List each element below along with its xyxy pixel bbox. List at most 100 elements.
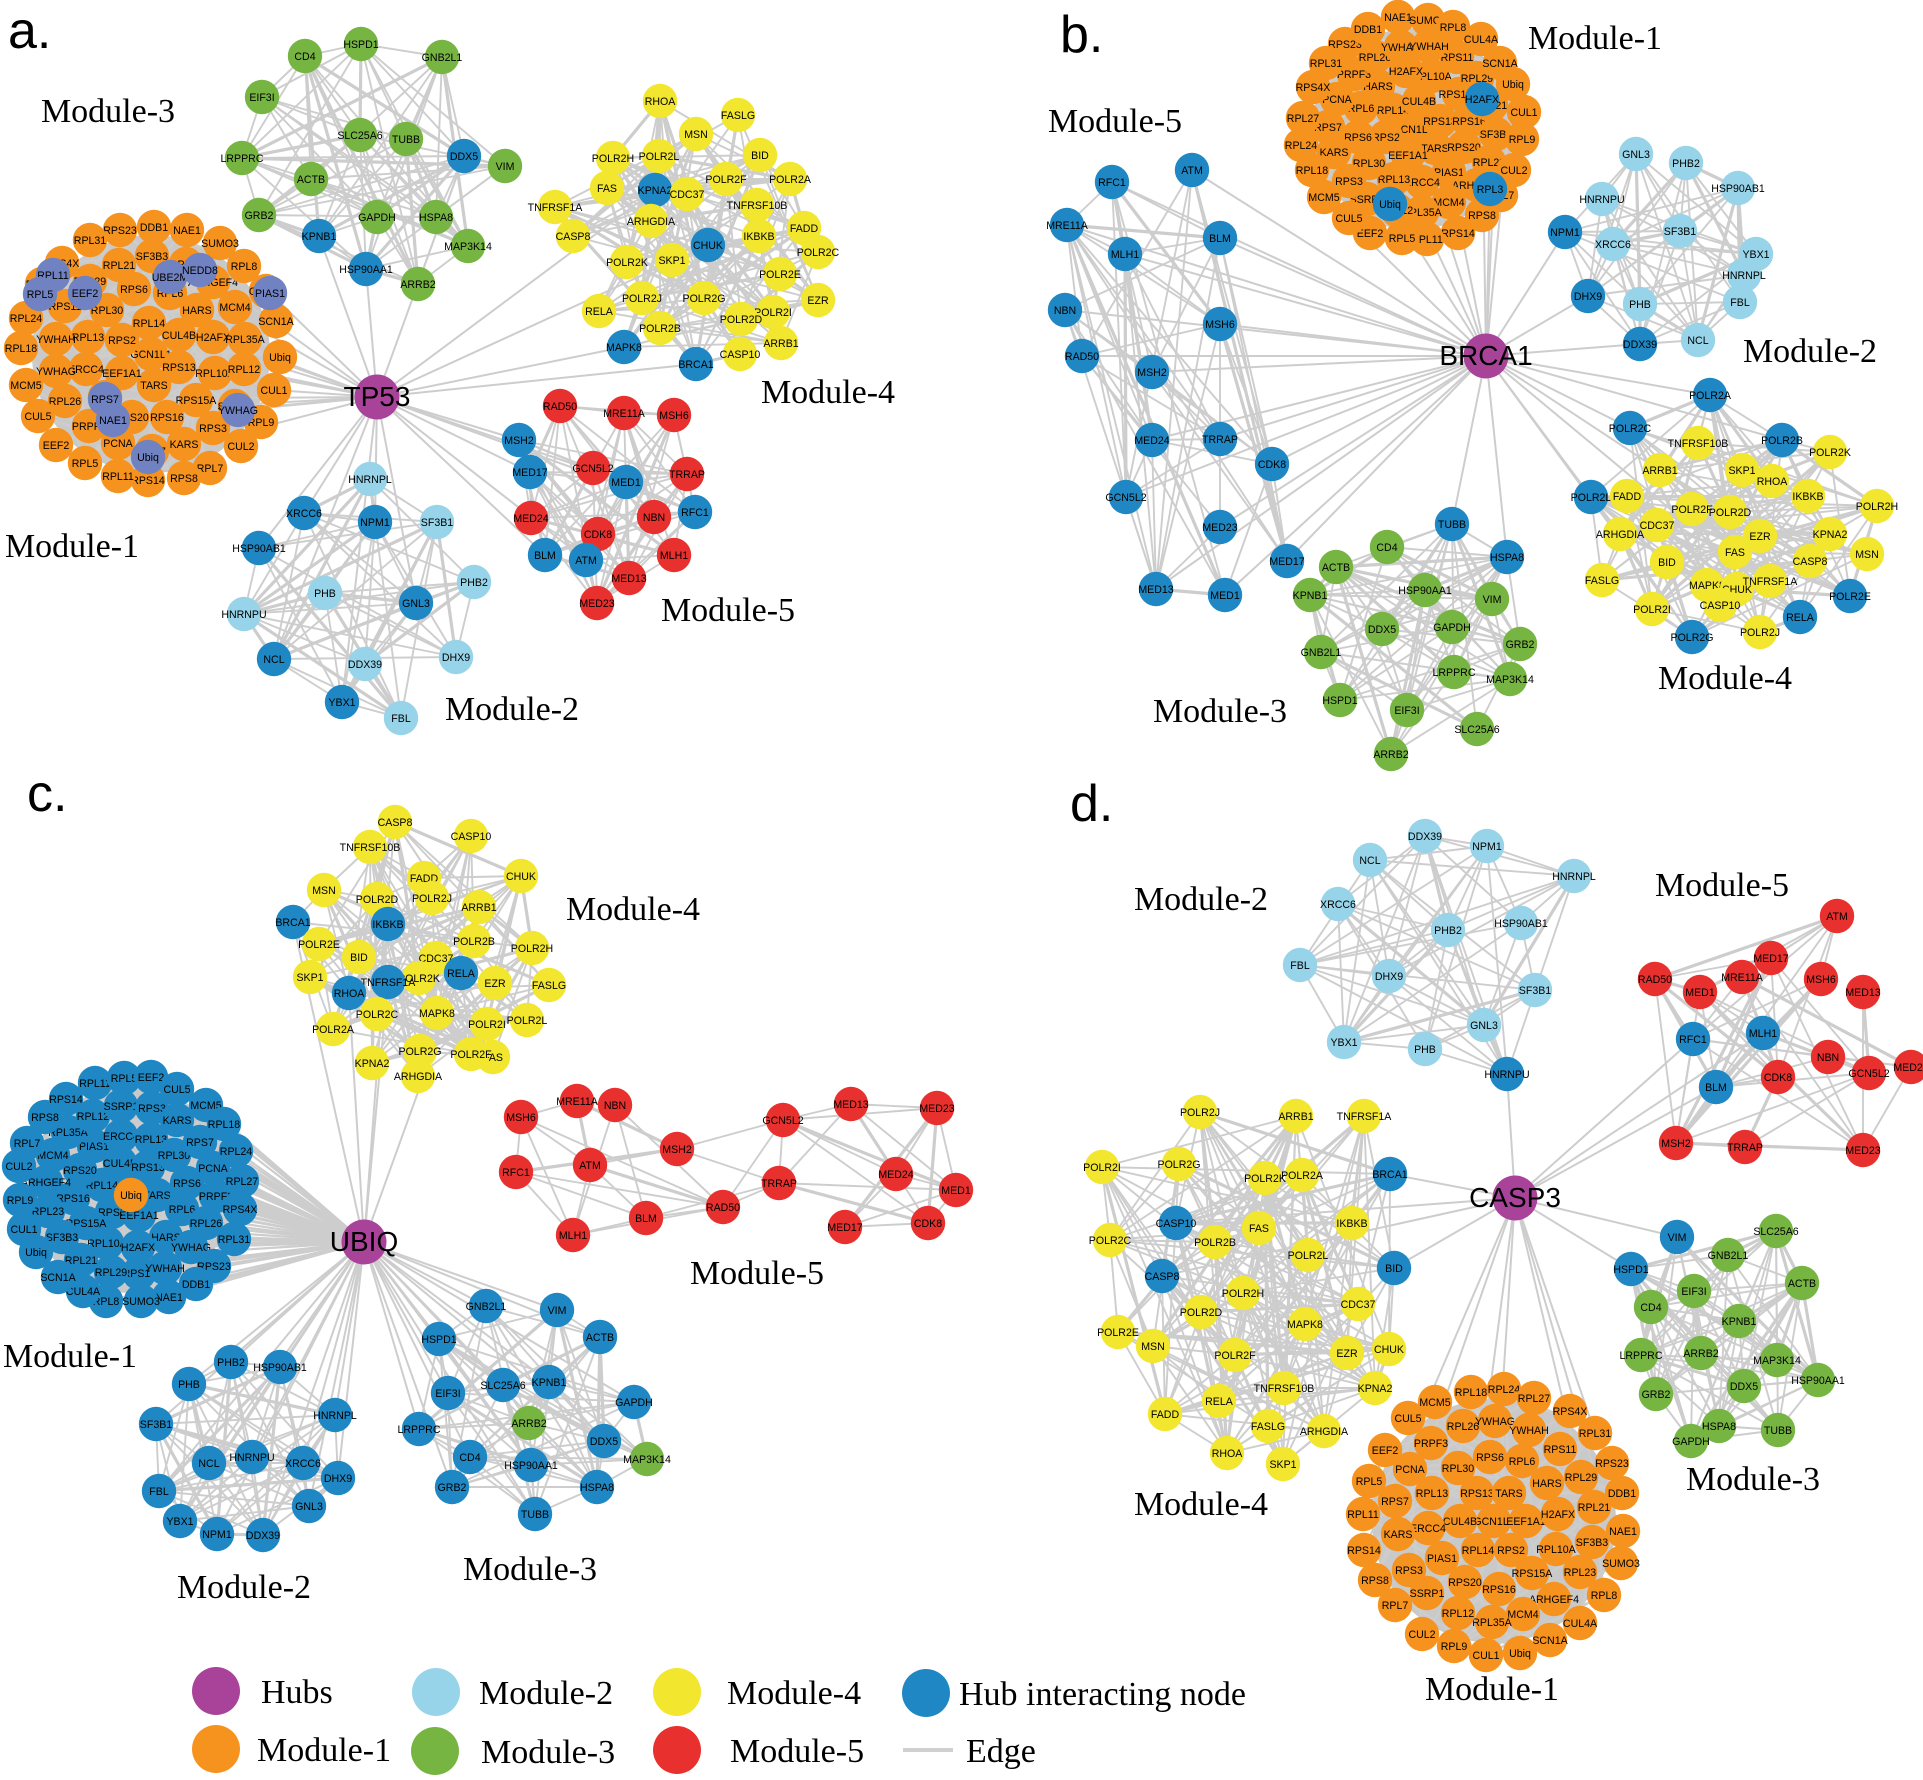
svg-text:RPL23: RPL23 (32, 1206, 64, 1218)
svg-text:HNRNPL: HNRNPL (313, 1410, 357, 1422)
svg-text:RPS20: RPS20 (63, 1165, 97, 1177)
svg-text:CUL2: CUL2 (5, 1161, 32, 1173)
svg-text:RPL35A: RPL35A (225, 334, 265, 346)
svg-text:RPL30: RPL30 (158, 1150, 190, 1162)
svg-text:BLM: BLM (635, 1213, 657, 1225)
svg-text:HARS: HARS (1363, 81, 1392, 93)
svg-text:RPL3: RPL3 (1477, 184, 1504, 196)
svg-text:CHUK: CHUK (693, 240, 723, 252)
svg-text:POLR2L: POLR2L (639, 151, 680, 163)
svg-text:MRE11A: MRE11A (1046, 220, 1089, 232)
svg-text:RPS4X: RPS4X (1553, 1406, 1588, 1418)
svg-text:XRCC6: XRCC6 (285, 1458, 321, 1470)
svg-text:GNL3: GNL3 (402, 598, 430, 610)
svg-text:CUL5: CUL5 (163, 1084, 190, 1096)
svg-text:RPL10A: RPL10A (87, 1238, 127, 1250)
svg-text:POLR2B: POLR2B (1761, 435, 1803, 447)
svg-text:ARRB1: ARRB1 (763, 338, 798, 350)
svg-text:EIF3I: EIF3I (249, 92, 274, 104)
svg-text:POLR2K: POLR2K (1244, 1173, 1286, 1185)
svg-text:RHOA: RHOA (1757, 476, 1789, 488)
svg-text:NAE1: NAE1 (173, 225, 201, 237)
svg-text:MED13: MED13 (833, 1099, 868, 1111)
svg-text:MED13: MED13 (1138, 584, 1173, 596)
svg-text:NCL: NCL (263, 654, 284, 666)
svg-text:CUL5: CUL5 (1335, 213, 1362, 225)
svg-text:CUL4A: CUL4A (1464, 34, 1499, 46)
svg-text:RPS7: RPS7 (1381, 1496, 1409, 1508)
svg-text:IKBKB: IKBKB (1336, 1218, 1367, 1230)
svg-text:H2AFX: H2AFX (1541, 1509, 1575, 1521)
svg-text:FAS: FAS (1725, 547, 1745, 559)
svg-text:SF3B3: SF3B3 (46, 1232, 78, 1244)
svg-text:ATM: ATM (1826, 911, 1848, 923)
svg-text:Module-4: Module-4 (727, 1675, 861, 1712)
svg-text:RPL27: RPL27 (1287, 113, 1319, 125)
svg-text:RPL6: RPL6 (169, 1204, 196, 1216)
svg-text:TUBB: TUBB (521, 1509, 549, 1521)
svg-text:FAS: FAS (597, 183, 617, 195)
svg-text:GCN1L1: GCN1L1 (130, 349, 171, 361)
svg-text:NPM1: NPM1 (360, 517, 390, 529)
svg-text:RPS8: RPS8 (170, 473, 198, 485)
svg-text:POLR2H: POLR2H (1222, 1288, 1264, 1300)
svg-text:HSPA8: HSPA8 (1490, 552, 1524, 564)
svg-text:CASP10: CASP10 (720, 349, 761, 361)
svg-text:FASLG: FASLG (532, 980, 566, 992)
svg-text:MSH6: MSH6 (1205, 319, 1235, 331)
svg-text:PCNA: PCNA (103, 438, 133, 450)
svg-text:SSRP1: SSRP1 (1410, 1588, 1445, 1600)
svg-text:RPL5: RPL5 (1389, 233, 1416, 245)
svg-text:Module-2: Module-2 (1134, 881, 1268, 918)
svg-text:EEF1A1: EEF1A1 (119, 1210, 159, 1222)
svg-text:DDX5: DDX5 (450, 151, 478, 163)
svg-text:CASP8: CASP8 (378, 817, 413, 829)
svg-text:ATM: ATM (1181, 165, 1203, 177)
svg-text:CUL2: CUL2 (1408, 1629, 1435, 1641)
svg-text:FAS: FAS (1249, 1223, 1269, 1235)
svg-text:RAD50: RAD50 (1638, 974, 1672, 986)
svg-text:RPL18: RPL18 (208, 1119, 240, 1131)
svg-text:POLR2C: POLR2C (356, 1009, 399, 1021)
svg-text:YBX1: YBX1 (166, 1516, 193, 1528)
svg-text:POLR2E: POLR2E (298, 939, 340, 951)
svg-text:KPNA2: KPNA2 (1813, 529, 1848, 541)
svg-text:POLR2F: POLR2F (705, 174, 747, 186)
svg-text:c.: c. (27, 765, 67, 823)
svg-text:ACTB: ACTB (1788, 1278, 1816, 1290)
svg-text:RAD50: RAD50 (706, 1202, 740, 1214)
svg-text:CUL4B: CUL4B (1402, 96, 1436, 108)
svg-text:CD4: CD4 (1376, 542, 1397, 554)
svg-text:RPL18: RPL18 (1296, 165, 1328, 177)
svg-text:TNFRSF1A: TNFRSF1A (1743, 576, 1799, 588)
svg-text:H2AFX: H2AFX (121, 1242, 155, 1254)
svg-text:Ubiq: Ubiq (25, 1247, 47, 1259)
svg-text:SUMO3: SUMO3 (201, 238, 239, 250)
svg-text:RPL9: RPL9 (1441, 1641, 1468, 1653)
svg-text:TARS: TARS (1421, 143, 1448, 155)
svg-text:RPS8: RPS8 (31, 1112, 59, 1124)
svg-text:CDC37: CDC37 (670, 189, 705, 201)
svg-text:DDX5: DDX5 (590, 1436, 618, 1448)
svg-text:NCL: NCL (1359, 855, 1380, 867)
svg-text:PIAS1: PIAS1 (255, 288, 285, 300)
svg-text:MSN: MSN (684, 129, 708, 141)
svg-text:d.: d. (1070, 775, 1113, 833)
svg-text:MLH1: MLH1 (660, 550, 688, 562)
svg-text:POLR2A: POLR2A (1689, 390, 1732, 402)
svg-text:Module-3: Module-3 (41, 93, 175, 130)
svg-text:XRCC6: XRCC6 (1320, 899, 1356, 911)
svg-text:RFC1: RFC1 (1098, 177, 1126, 189)
svg-text:MAPK8: MAPK8 (1287, 1319, 1323, 1331)
svg-text:YBX1: YBX1 (328, 697, 355, 709)
svg-text:TNFRSF10B: TNFRSF10B (1254, 1383, 1315, 1395)
svg-text:RFC1: RFC1 (502, 1167, 530, 1179)
svg-text:PHB: PHB (178, 1379, 200, 1391)
svg-text:POLR2A: POLR2A (1281, 1170, 1324, 1182)
svg-text:RPL14: RPL14 (1462, 1545, 1494, 1557)
svg-text:MED23: MED23 (919, 1103, 954, 1115)
svg-text:RPL10A: RPL10A (1536, 1544, 1576, 1556)
svg-text:CASP8: CASP8 (1793, 556, 1828, 568)
svg-text:MED24: MED24 (1134, 435, 1169, 447)
svg-text:YWHAG: YWHAG (1381, 42, 1421, 54)
